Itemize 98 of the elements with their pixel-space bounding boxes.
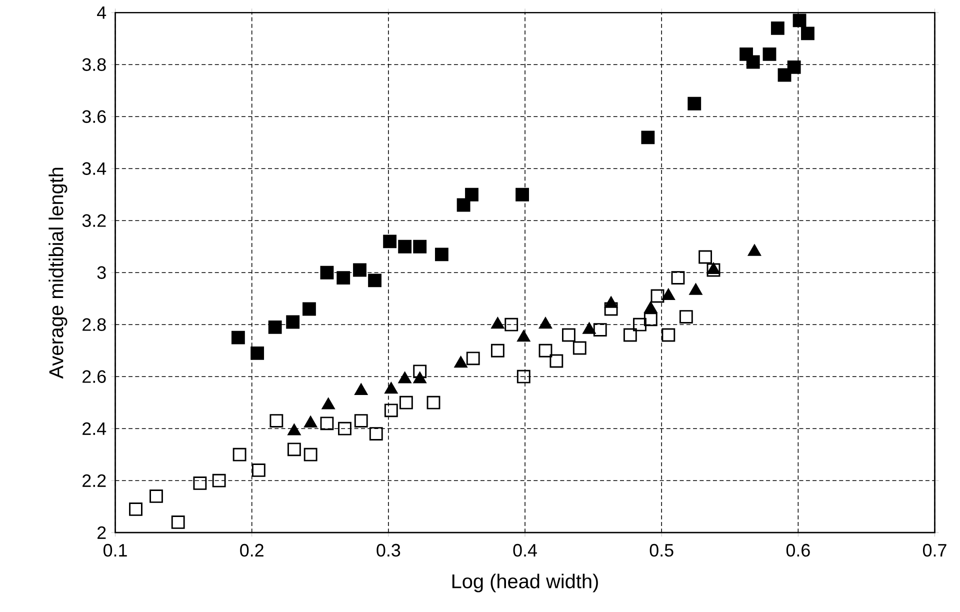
point xyxy=(383,234,396,248)
point xyxy=(679,310,693,324)
point xyxy=(582,322,596,334)
y-tick-label: 2.8 xyxy=(82,318,106,332)
point xyxy=(171,516,185,530)
point xyxy=(354,384,368,396)
point xyxy=(801,26,814,40)
point xyxy=(698,250,712,264)
point xyxy=(302,302,316,316)
point xyxy=(287,442,301,456)
point xyxy=(212,474,226,488)
point xyxy=(413,240,427,254)
point xyxy=(270,414,284,428)
point xyxy=(304,448,318,462)
point xyxy=(650,289,664,303)
point xyxy=(322,398,335,410)
point xyxy=(286,315,300,329)
x-tick-label: 0.3 xyxy=(376,544,400,557)
point xyxy=(762,48,776,62)
point xyxy=(517,330,530,342)
point xyxy=(641,130,655,144)
point xyxy=(707,262,720,274)
point xyxy=(454,356,468,368)
point xyxy=(633,318,646,332)
point xyxy=(792,14,806,28)
point xyxy=(604,302,618,316)
y-tick-label: 3 xyxy=(97,266,106,280)
point xyxy=(252,464,266,478)
x-tick-label: 0.2 xyxy=(240,544,264,557)
point xyxy=(662,328,676,342)
point xyxy=(434,248,448,262)
point xyxy=(466,352,480,366)
point xyxy=(562,328,576,342)
point xyxy=(688,97,702,111)
point xyxy=(304,416,318,428)
point xyxy=(384,404,398,418)
y-tick-label: 4 xyxy=(97,6,106,19)
point xyxy=(413,372,426,384)
point xyxy=(369,427,383,441)
y-axis-title: Average midtibial length xyxy=(48,168,68,379)
point xyxy=(770,22,784,36)
point xyxy=(413,364,427,378)
point xyxy=(398,240,412,254)
point xyxy=(193,476,207,490)
point xyxy=(368,274,382,288)
point xyxy=(516,188,529,202)
point xyxy=(604,296,618,308)
point xyxy=(150,490,163,504)
y-tick-label: 2 xyxy=(98,526,106,540)
point xyxy=(539,317,552,329)
x-axis-title: Log (head width) xyxy=(452,574,598,592)
point xyxy=(336,271,350,285)
point xyxy=(516,370,530,384)
y-tick-label: 3.4 xyxy=(82,162,106,176)
point xyxy=(268,320,282,334)
point xyxy=(623,328,637,342)
point xyxy=(662,288,675,300)
x-tick-label: 0.4 xyxy=(513,544,537,557)
point xyxy=(426,396,440,410)
x-tick-label: 0.1 xyxy=(104,544,127,557)
point xyxy=(398,372,412,384)
point xyxy=(250,346,264,360)
point xyxy=(353,263,366,277)
point xyxy=(644,312,658,326)
point xyxy=(572,341,586,355)
point xyxy=(288,424,301,436)
point xyxy=(129,502,142,516)
point xyxy=(491,317,504,329)
point xyxy=(399,396,413,410)
point xyxy=(538,344,552,358)
x-tick-label: 0.7 xyxy=(923,544,946,557)
point xyxy=(320,266,334,280)
y-tick-label: 3.6 xyxy=(82,110,106,124)
y-tick-label: 2.6 xyxy=(82,370,106,384)
point xyxy=(338,422,352,436)
point xyxy=(746,55,760,69)
x-tick-label: 0.5 xyxy=(650,544,674,557)
y-tick-label: 2.4 xyxy=(82,422,106,436)
point xyxy=(504,318,518,332)
point xyxy=(232,448,246,462)
point xyxy=(384,382,398,394)
point xyxy=(671,271,685,285)
point xyxy=(354,414,368,428)
point xyxy=(593,323,607,337)
y-tick-label: 2.2 xyxy=(82,474,106,488)
point xyxy=(550,354,564,368)
point xyxy=(748,244,761,256)
point xyxy=(490,344,504,358)
y-tick-label: 3.2 xyxy=(82,214,106,228)
y-tick-label: 3.8 xyxy=(82,58,106,72)
point xyxy=(689,284,702,296)
point xyxy=(706,263,720,277)
point xyxy=(787,60,801,74)
point xyxy=(644,302,658,314)
x-tick-label: 0.6 xyxy=(786,544,810,557)
point xyxy=(465,188,478,202)
point xyxy=(320,416,334,430)
point xyxy=(231,331,245,344)
